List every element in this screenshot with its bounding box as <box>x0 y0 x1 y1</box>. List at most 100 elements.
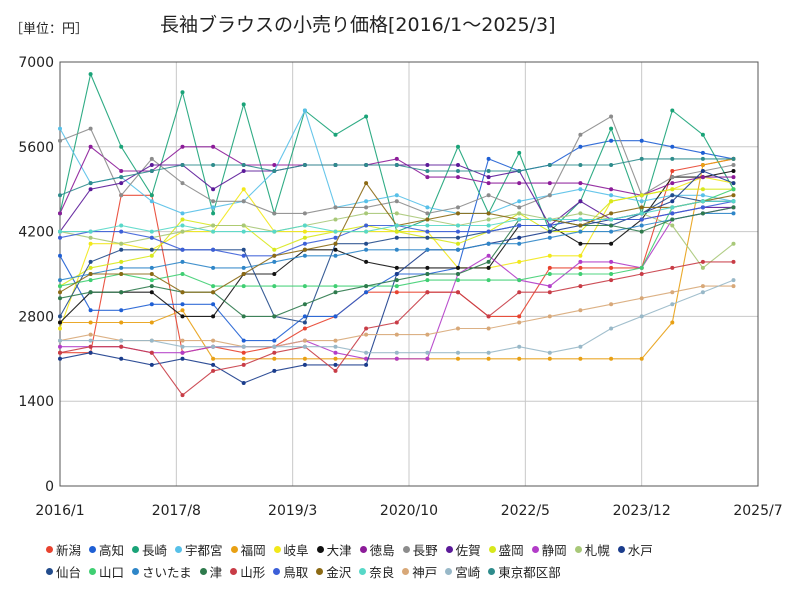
data-point <box>272 314 277 319</box>
data-point <box>609 278 614 283</box>
data-point <box>211 223 216 228</box>
data-point <box>119 320 124 325</box>
data-point <box>58 253 62 258</box>
y-tick-label: 2800 <box>18 309 54 325</box>
data-point <box>180 181 185 186</box>
data-point <box>180 344 185 349</box>
data-point <box>578 265 583 270</box>
data-point <box>241 356 246 361</box>
data-point <box>302 356 307 361</box>
data-point <box>180 259 185 264</box>
data-point <box>700 265 705 270</box>
data-point <box>272 211 277 216</box>
data-point <box>547 284 552 289</box>
data-point <box>578 199 583 204</box>
data-point <box>486 193 491 198</box>
y-tick-label: 5600 <box>18 140 54 156</box>
legend-item: 金沢 <box>316 562 351 581</box>
data-point <box>731 284 736 289</box>
data-point <box>486 223 491 228</box>
data-point <box>517 223 522 228</box>
legend-label: 東京都区部 <box>498 564 561 580</box>
legend-swatch <box>359 567 367 575</box>
data-point <box>88 265 93 270</box>
legend-label: 静岡 <box>541 542 567 558</box>
data-point <box>211 144 216 149</box>
legend-swatch <box>199 567 207 575</box>
data-point <box>119 259 124 264</box>
data-point <box>639 356 644 361</box>
data-point <box>241 314 246 319</box>
data-point <box>456 229 460 234</box>
legend-item: 長崎 <box>132 540 167 559</box>
data-point <box>302 241 307 246</box>
legend-swatch <box>230 567 238 575</box>
data-point <box>58 326 62 331</box>
data-point <box>333 350 338 355</box>
data-point <box>149 272 154 276</box>
data-point <box>333 344 338 349</box>
legend-label: 長野 <box>412 542 438 558</box>
data-point <box>302 326 307 331</box>
legend-label: 佐賀 <box>455 542 481 558</box>
data-point <box>241 102 246 107</box>
y-tick-label: 7000 <box>18 55 54 71</box>
data-point <box>731 241 736 246</box>
data-point <box>700 150 705 155</box>
legend-item: 宇都宮 <box>175 540 223 559</box>
data-point <box>149 338 154 343</box>
series-line-10 <box>59 164 734 232</box>
data-point <box>241 169 246 173</box>
data-point <box>486 314 491 319</box>
data-point <box>272 344 277 349</box>
legend-label: 宮崎 <box>455 564 481 580</box>
data-point <box>119 265 124 270</box>
data-point <box>578 253 583 258</box>
data-point <box>302 108 307 113</box>
data-point <box>639 272 644 276</box>
data-point <box>333 235 338 240</box>
data-point <box>486 217 491 222</box>
data-point <box>394 211 399 216</box>
legend-item: 水戸 <box>617 540 653 559</box>
data-point <box>119 223 124 228</box>
data-point <box>486 169 491 173</box>
data-point <box>180 247 185 252</box>
legend-item: 新潟 <box>46 540 81 559</box>
data-point <box>517 278 522 283</box>
data-point <box>609 193 614 198</box>
data-point <box>364 181 369 186</box>
data-point <box>670 144 675 149</box>
legend-label: 大津 <box>326 542 352 558</box>
data-point <box>88 350 93 355</box>
data-point <box>211 356 216 361</box>
data-point <box>639 193 644 198</box>
data-point <box>119 338 124 343</box>
data-point <box>180 314 185 319</box>
data-point <box>578 229 583 234</box>
data-point <box>456 169 460 173</box>
data-point <box>517 205 522 210</box>
data-point <box>58 193 62 198</box>
data-point <box>88 241 93 246</box>
data-point <box>547 235 552 240</box>
legend-swatch <box>273 567 281 575</box>
data-point <box>394 320 399 325</box>
data-point <box>119 241 124 246</box>
data-point <box>119 144 124 149</box>
data-point <box>302 253 307 258</box>
legend-row: 新潟 高知 長崎 宇都宮 福岡 岐阜 大津 徳島 長野 佐賀 盛岡 静岡 札幌 水戸 <box>46 538 786 560</box>
data-point <box>670 108 675 113</box>
data-point <box>241 338 246 343</box>
data-point <box>456 326 460 331</box>
data-point <box>394 350 399 355</box>
data-point <box>58 320 62 325</box>
data-point <box>119 175 124 180</box>
data-point <box>639 223 644 228</box>
data-point <box>211 199 216 204</box>
data-point <box>517 211 522 216</box>
legend-swatch <box>46 545 53 553</box>
data-point <box>119 308 124 313</box>
data-point <box>578 344 583 349</box>
